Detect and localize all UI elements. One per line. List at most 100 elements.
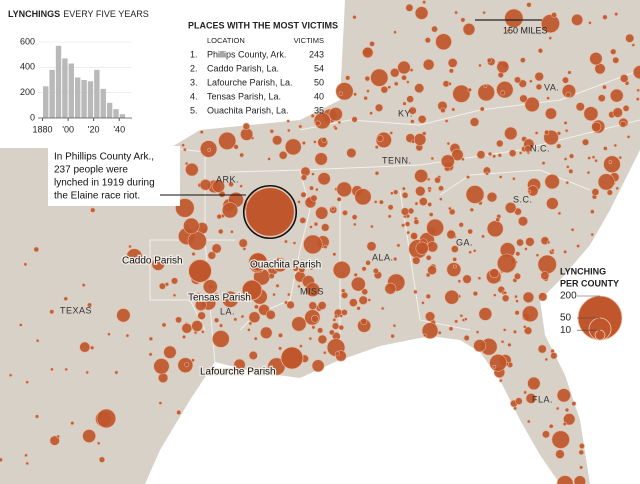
county-dot	[211, 243, 222, 254]
county-dot	[631, 43, 636, 47]
county-dot	[239, 184, 243, 188]
county-dot	[534, 131, 539, 135]
county-dot	[413, 289, 418, 295]
county-dot	[50, 367, 54, 372]
county-dot	[512, 176, 516, 181]
state-label: GA.	[456, 237, 473, 247]
county-dot	[353, 272, 358, 277]
county-dot	[272, 292, 276, 297]
county-dot	[450, 245, 459, 253]
county-circle	[188, 259, 212, 283]
county-dot	[606, 189, 613, 196]
county-dot	[578, 443, 585, 450]
histogram: 0 200 400 600 1880 '00 '20 '40	[20, 36, 132, 134]
county-dot	[437, 330, 442, 335]
county-dot	[563, 249, 568, 254]
county-dot	[260, 326, 273, 340]
y-tick-label: 600	[20, 36, 35, 46]
annotation-line: In Phillips County Ark.,	[54, 152, 154, 163]
county-dot	[519, 94, 528, 103]
county-dot	[333, 126, 338, 131]
county-dot	[49, 435, 60, 446]
county-dot	[561, 76, 570, 84]
county-dot	[238, 238, 248, 248]
county-dot	[89, 345, 95, 350]
county-dot	[272, 257, 288, 273]
county-dot	[477, 276, 482, 281]
county-dot	[217, 228, 224, 235]
county-dot	[602, 14, 608, 20]
county-dot	[622, 104, 630, 112]
border	[229, 119, 640, 173]
county-dot	[540, 271, 550, 281]
county-dot	[363, 95, 368, 101]
county-dot	[506, 29, 511, 33]
county-dot	[504, 126, 518, 141]
county-dot	[315, 187, 319, 192]
county-dot	[341, 309, 348, 316]
county-dot	[126, 248, 143, 265]
county-dot	[284, 300, 289, 305]
county-dot	[472, 248, 477, 253]
county-dot	[526, 419, 531, 424]
county-dot	[299, 344, 303, 348]
county-dot	[332, 317, 337, 322]
county-dot	[440, 154, 455, 169]
county-dot	[523, 326, 533, 335]
county-dot	[361, 288, 369, 296]
county-dot	[175, 198, 195, 218]
county-dot	[191, 320, 203, 332]
county-dot	[401, 191, 409, 199]
county-dot	[451, 148, 464, 161]
county-dot	[597, 173, 615, 191]
county-dot	[98, 456, 106, 463]
county-dot	[202, 279, 218, 295]
county-dot	[556, 131, 562, 136]
county-dot	[478, 63, 482, 68]
county-dot	[477, 83, 495, 102]
county-dot	[579, 465, 584, 470]
rank: 1.	[190, 49, 198, 59]
county-dot	[544, 174, 560, 190]
county-dot	[342, 209, 348, 216]
county-dot	[421, 301, 425, 305]
victims: 50	[314, 77, 324, 87]
county-dot	[457, 279, 462, 284]
county-dot	[515, 251, 521, 257]
county-dot	[452, 264, 457, 269]
county-dot	[360, 318, 368, 326]
county-dot	[589, 52, 603, 66]
county-dot	[181, 334, 187, 340]
county-dot	[309, 225, 313, 229]
county-dot	[303, 234, 323, 255]
x-tick-label: 1880	[33, 124, 53, 134]
county-dot	[248, 350, 258, 360]
county-dot	[311, 359, 325, 373]
county-circle	[245, 187, 295, 237]
table-header: LOCATION	[207, 36, 245, 45]
location: Tensas Parish, La.	[207, 91, 281, 101]
county-dot	[635, 97, 640, 102]
county-dot	[570, 227, 575, 232]
county-dot	[568, 153, 575, 159]
annotation-line: 237 people were	[54, 165, 128, 176]
county-dot	[519, 57, 526, 64]
border	[439, 169, 591, 196]
county-dot	[613, 143, 618, 148]
county-dot	[526, 2, 532, 8]
county-dot	[496, 60, 510, 74]
county-dot	[292, 241, 297, 245]
county-dot	[524, 96, 540, 113]
county-dot	[351, 214, 358, 221]
rank: 5.	[190, 105, 198, 115]
county-dot	[475, 330, 480, 334]
county-dot	[444, 119, 449, 123]
county-dot	[308, 336, 313, 341]
county-dot	[431, 25, 438, 33]
county-dot	[370, 224, 374, 229]
county-label: Tensas Parish	[188, 293, 251, 304]
county-dot	[346, 147, 357, 159]
county-dot	[507, 342, 512, 347]
county-dot	[378, 199, 384, 205]
